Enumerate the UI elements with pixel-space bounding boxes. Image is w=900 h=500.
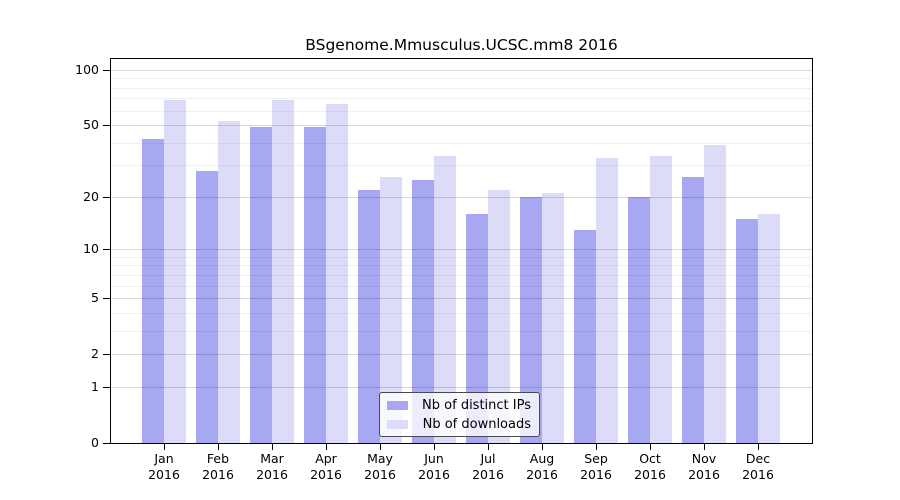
x-tick-mark-apr: [326, 444, 327, 450]
x-tick-label-jul: Jul 2016: [472, 451, 504, 482]
bar-ips-sep: [574, 229, 596, 443]
plot-area: Nb of distinct IPs Nb of downloads: [110, 58, 813, 444]
bar-ips-dec: [736, 218, 758, 443]
x-tick-label-dec: Dec 2016: [742, 451, 774, 482]
gridline-2: [111, 354, 812, 356]
legend: Nb of distinct IPs Nb of downloads: [379, 392, 540, 437]
bar-downloads-jun: [434, 155, 456, 443]
x-tick-mark-jul: [488, 444, 489, 450]
x-tick-mark-nov: [704, 444, 705, 450]
legend-swatch-distinct-ips: [387, 400, 408, 410]
x-tick-mark-jun: [434, 444, 435, 450]
x-tick-label-sep: Sep 2016: [580, 451, 612, 482]
x-tick-mark-jan: [164, 444, 165, 450]
x-tick-label-jan: Jan 2016: [148, 451, 180, 482]
y-tick-mark-100: [103, 69, 110, 71]
gridline-3: [111, 330, 812, 332]
gridline-6: [111, 285, 812, 287]
y-tick-mark-20: [103, 196, 110, 198]
x-tick-mark-oct: [650, 444, 651, 450]
gridline-60: [111, 110, 812, 112]
bar-downloads-sep: [596, 158, 618, 443]
bar-ips-feb: [196, 170, 218, 443]
bar-downloads-feb: [218, 120, 240, 443]
y-tick-label-0: 0: [91, 435, 99, 450]
chart-title: BSgenome.Mmusculus.UCSC.mm8 2016: [305, 36, 618, 54]
x-tick-label-may: May 2016: [364, 451, 396, 482]
bar-ips-aug: [520, 196, 542, 443]
bar-downloads-nov: [704, 144, 726, 443]
x-tick-label-aug: Aug 2016: [526, 451, 558, 482]
legend-item-distinct-ips: Nb of distinct IPs: [387, 398, 531, 413]
bar-downloads-dec: [758, 214, 780, 443]
bar-ips-mar: [250, 126, 272, 443]
x-tick-label-feb: Feb 2016: [202, 451, 234, 482]
x-tick-mark-mar: [272, 444, 273, 450]
x-tick-label-jun: Jun 2016: [418, 451, 450, 482]
bar-ips-jul: [466, 214, 488, 443]
y-tick-mark-50: [103, 125, 110, 127]
bar-downloads-apr: [326, 104, 348, 443]
y-tick-label-10: 10: [83, 241, 99, 257]
gridline-20: [111, 196, 812, 198]
gridline-7: [111, 274, 812, 276]
gridline-80: [111, 87, 812, 89]
x-tick-mark-sep: [596, 444, 597, 450]
gridline-100: [111, 69, 812, 71]
y-tick-label-20: 20: [83, 188, 99, 204]
x-tick-mark-feb: [218, 444, 219, 450]
gridline-30: [111, 165, 812, 167]
y-tick-mark-1: [103, 386, 110, 388]
x-tick-label-mar: Mar 2016: [256, 451, 288, 482]
y-tick-mark-10: [103, 249, 110, 251]
bar-ips-apr: [304, 126, 326, 443]
x-tick-label-apr: Apr 2016: [310, 451, 342, 482]
x-tick-mark-may: [380, 444, 381, 450]
bar-ips-oct: [628, 196, 650, 443]
bar-downloads-jan: [164, 99, 186, 443]
legend-label-downloads: Nb of downloads: [422, 416, 531, 432]
y-tick-label-100: 100: [75, 61, 99, 77]
bar-downloads-oct: [650, 155, 672, 443]
bar-ips-jan: [142, 139, 164, 443]
bar-downloads-may: [380, 176, 402, 443]
x-tick-label-oct: Oct 2016: [634, 451, 666, 482]
legend-label-distinct-ips: Nb of distinct IPs: [422, 397, 531, 413]
gridline-1: [111, 386, 812, 388]
x-tick-mark-aug: [542, 444, 543, 450]
gridline-70: [111, 98, 812, 100]
y-tick-mark-5: [103, 298, 110, 300]
gridline-10: [111, 249, 812, 251]
y-tick-mark-0: [103, 443, 110, 444]
y-tick-label-1: 1: [91, 378, 99, 394]
gridline-40: [111, 142, 812, 144]
bar-downloads-jul: [488, 189, 510, 443]
bar-downloads-mar: [272, 99, 294, 443]
gridline-90: [111, 78, 812, 80]
y-tick-label-5: 5: [91, 290, 99, 306]
gridline-8: [111, 265, 812, 267]
gridline-50: [111, 125, 812, 127]
y-tick-label-2: 2: [91, 346, 99, 362]
gridline-4: [111, 312, 812, 314]
bar-ips-jun: [412, 179, 434, 443]
legend-item-downloads: Nb of downloads: [387, 417, 531, 432]
y-tick-mark-2: [103, 354, 110, 356]
legend-swatch-downloads: [387, 419, 408, 429]
bar-ips-nov: [682, 176, 704, 443]
x-tick-label-nov: Nov 2016: [688, 451, 720, 482]
x-tick-mark-dec: [758, 444, 759, 450]
bar-downloads-aug: [542, 193, 564, 443]
gridline-5: [111, 298, 812, 300]
y-tick-label-50: 50: [83, 117, 99, 133]
gridline-9: [111, 256, 812, 258]
bar-ips-may: [358, 189, 380, 443]
